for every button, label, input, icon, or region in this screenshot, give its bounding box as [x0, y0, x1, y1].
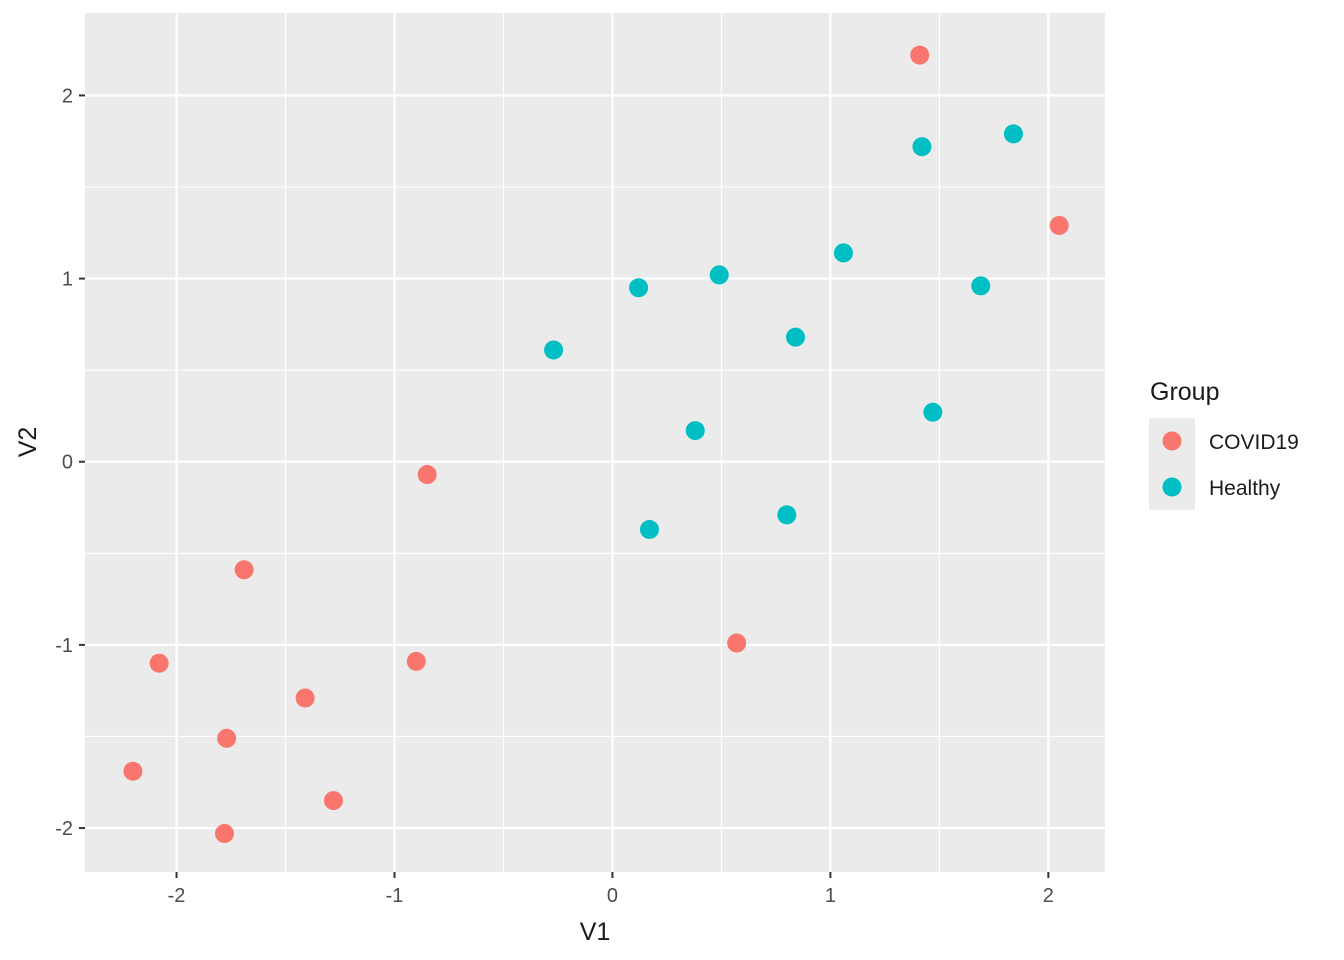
data-point-covid19 [214, 824, 234, 844]
data-points [123, 45, 1069, 844]
legend-keys: COVID19 Healthy [1149, 418, 1299, 510]
legend-key-marker [1162, 431, 1182, 451]
major-gridlines [85, 13, 1105, 872]
x-axis-title: V1 [580, 918, 611, 946]
y-tick-label: 1 [62, 269, 73, 291]
data-point-covid19 [910, 45, 930, 65]
data-point-healthy [923, 402, 943, 422]
panel-background [85, 13, 1105, 872]
data-point-covid19 [149, 653, 169, 673]
data-point-covid19 [234, 560, 254, 580]
data-point-covid19 [417, 465, 437, 485]
legend-key-marker [1162, 477, 1182, 497]
y-tick-label: -2 [55, 818, 73, 840]
data-point-healthy [544, 340, 564, 360]
data-point-healthy [685, 421, 705, 441]
data-point-healthy [1003, 124, 1023, 144]
legend-label: COVID19 [1209, 431, 1299, 454]
data-point-healthy [639, 519, 659, 539]
y-axis: -2 -1 0 1 2 [55, 85, 85, 840]
data-point-covid19 [323, 791, 343, 811]
x-tick-label: -1 [386, 885, 404, 907]
x-tick-label: -2 [168, 885, 186, 907]
data-point-covid19 [727, 633, 747, 653]
data-point-healthy [912, 137, 932, 157]
legend-label: Healthy [1209, 477, 1281, 500]
data-point-healthy [629, 278, 649, 298]
x-tick-label: 0 [607, 885, 618, 907]
data-point-covid19 [1049, 215, 1069, 235]
data-point-covid19 [406, 651, 426, 671]
data-point-healthy [777, 505, 797, 525]
y-tick-label: -1 [55, 635, 73, 657]
y-tick-label: 0 [62, 452, 73, 474]
legend: Group COVID19 Healthy [1149, 378, 1299, 510]
legend-title: Group [1150, 378, 1219, 406]
data-point-healthy [709, 265, 729, 285]
x-tick-label: 2 [1043, 885, 1054, 907]
y-tick-label: 2 [62, 85, 73, 107]
y-axis-title: V2 [14, 427, 42, 458]
data-point-healthy [786, 327, 806, 347]
data-point-healthy [971, 276, 991, 296]
x-tick-label: 1 [825, 885, 836, 907]
x-axis: -2 -1 0 1 2 [168, 872, 1054, 907]
data-point-covid19 [217, 728, 237, 748]
data-point-covid19 [123, 761, 143, 781]
minor-gridlines [85, 13, 1105, 872]
data-point-covid19 [295, 688, 315, 708]
data-point-healthy [833, 243, 853, 263]
